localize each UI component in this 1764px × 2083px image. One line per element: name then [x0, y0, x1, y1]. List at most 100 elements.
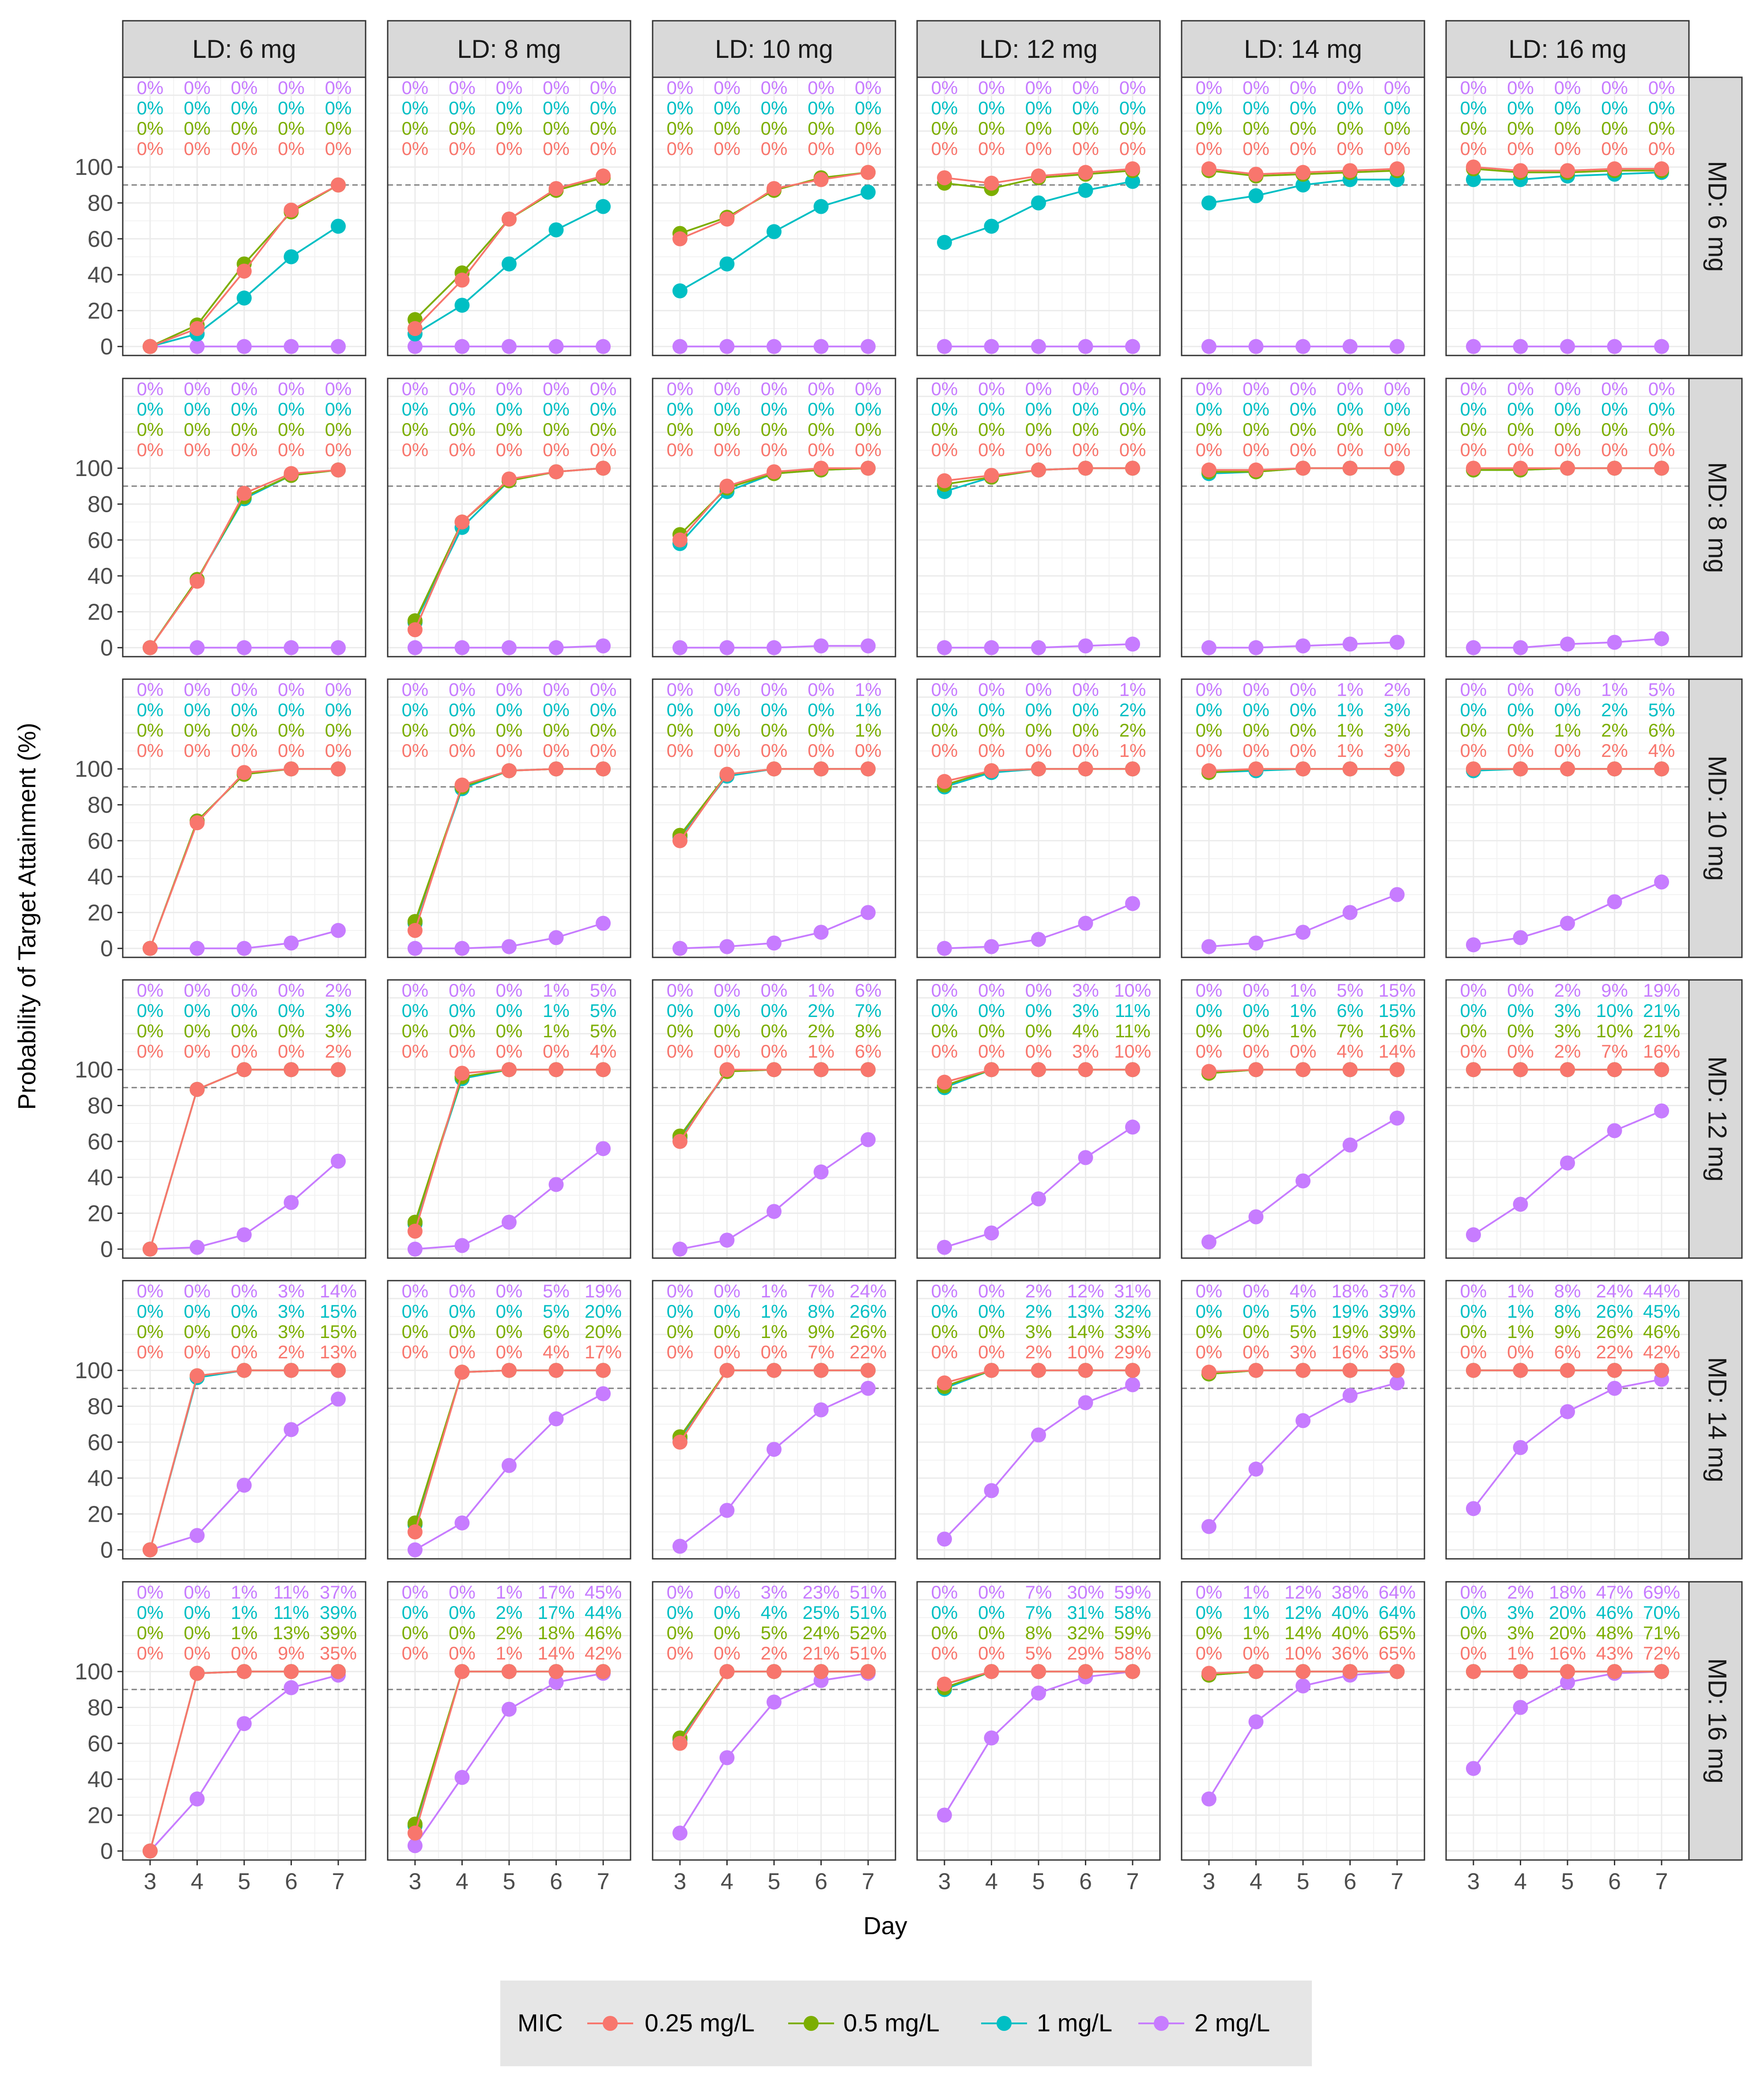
panel-border: [1445, 378, 1690, 658]
panel-border: [1445, 76, 1690, 356]
percent-label: 0%: [184, 1000, 211, 1021]
percent-label: 2%: [1554, 980, 1581, 1001]
percent-label: 7%: [855, 1000, 882, 1021]
data-point: [1466, 640, 1481, 655]
percent-label: 0%: [184, 1021, 211, 1041]
percent-label: 0%: [1507, 679, 1534, 700]
percent-label: 0%: [978, 1021, 1005, 1041]
percent-label: 0%: [543, 77, 570, 98]
percent-label: 0%: [1025, 399, 1052, 420]
percent-label: 0%: [402, 1643, 429, 1663]
panel-border: [652, 678, 896, 958]
data-point: [1654, 1062, 1670, 1077]
percent-label: 0%: [1290, 740, 1317, 761]
data-point: [1654, 339, 1670, 354]
data-point: [1607, 1664, 1622, 1679]
percent-label: 1%: [1290, 980, 1317, 1001]
panel: 0% 0% 7% 30% 59%0% 0% 7% 31% 58%0% 0% 8% 32% 59%0% 0%…: [916, 1581, 1161, 1861]
x-tick-label: 6: [1608, 1869, 1621, 1894]
percent-label: 0%: [184, 1041, 211, 1062]
percent-label: 0%: [402, 1321, 429, 1342]
percent-label: 0%: [1196, 1342, 1223, 1362]
data-point: [548, 1664, 564, 1679]
percent-label: 0%: [1507, 1342, 1534, 1362]
strip-background: [1688, 1581, 1743, 1861]
percent-label: 0%: [231, 699, 258, 720]
data-point: [596, 1363, 611, 1378]
y-tick-label: 80: [87, 1695, 113, 1721]
legend-item-4: 2 mg/L: [1138, 2009, 1270, 2037]
data-point: [1466, 761, 1481, 777]
percent-label: 0%: [1384, 439, 1411, 460]
percent-label: 26%: [1596, 1321, 1633, 1342]
percent-label: 59%: [1114, 1622, 1151, 1643]
data-point: [454, 339, 470, 354]
data-point: [719, 1363, 735, 1378]
data-point: [1390, 1375, 1405, 1391]
percent-label: 0%: [978, 1000, 1005, 1021]
data-point: [1342, 461, 1358, 476]
x-axis-title: Day: [863, 1912, 907, 1939]
percent-label: 32%: [1067, 1622, 1104, 1643]
data-point: [1125, 1377, 1141, 1392]
percent-label: 16%: [1379, 1021, 1416, 1041]
percent-label: 38%: [1331, 1582, 1368, 1603]
percent-label: 0%: [1119, 439, 1146, 460]
data-point: [407, 1224, 423, 1239]
percent-label: 0%: [449, 699, 476, 720]
percent-label: 0%: [761, 740, 788, 761]
strip-background: [652, 20, 896, 78]
percent-label: 0%: [1554, 378, 1581, 399]
percent-label: 1%: [808, 980, 835, 1001]
panel: 0% 0% 0% 3% 10%0% 0% 0% 3% 11%0% 0% 0% 4% 11%0% 0% 0% 3…: [916, 979, 1161, 1259]
data-point: [1560, 1404, 1575, 1419]
percent-label: 0%: [1460, 1301, 1487, 1322]
percent-label: 0%: [137, 138, 164, 159]
percent-label: 0%: [1243, 98, 1269, 118]
percent-label: 0%: [1119, 399, 1146, 420]
data-point: [1390, 887, 1405, 902]
percent-label: 0%: [1384, 399, 1411, 420]
percent-label: 0%: [1196, 1321, 1223, 1342]
percent-label: 42%: [585, 1643, 622, 1663]
percent-label: 6%: [543, 1321, 570, 1342]
percent-label: 0%: [590, 679, 617, 700]
data-point: [1513, 163, 1528, 178]
data-point: [1654, 1103, 1670, 1119]
percent-label: 0%: [808, 378, 835, 399]
percent-label: 0%: [978, 1643, 1005, 1663]
percent-label: 0%: [931, 1602, 958, 1623]
data-point: [767, 224, 782, 239]
data-point: [861, 905, 876, 920]
percent-label: 0%: [278, 399, 305, 420]
percent-label: 0%: [1025, 378, 1052, 399]
y-tick-label: 20: [87, 1501, 113, 1527]
percent-label: 0%: [1243, 1000, 1269, 1021]
x-tick-label: 5: [238, 1869, 251, 1894]
percent-label: 0%: [1460, 399, 1487, 420]
data-point: [237, 1062, 252, 1077]
data-point: [1078, 1395, 1093, 1410]
data-point: [1654, 761, 1670, 777]
data-point: [237, 941, 252, 956]
percent-label: 0%: [402, 138, 429, 159]
percent-label: 0%: [667, 419, 694, 440]
data-point: [596, 761, 611, 777]
percent-label: 0%: [1460, 98, 1487, 118]
percent-label: 0%: [931, 699, 958, 720]
data-point: [719, 1062, 735, 1077]
data-point: [331, 339, 346, 354]
percent-label: 0%: [1119, 118, 1146, 139]
y-tick-label: 80: [87, 492, 113, 518]
percent-label: 33%: [1114, 1321, 1151, 1342]
percent-label: 0%: [855, 439, 882, 460]
percent-label: 0%: [137, 679, 164, 700]
data-point: [1201, 1666, 1216, 1681]
column-strip: LD: 16 mg: [1445, 20, 1690, 78]
percent-label: 0%: [761, 1021, 788, 1041]
percent-label: 0%: [667, 740, 694, 761]
percent-label: 0%: [1554, 439, 1581, 460]
percent-label: 0%: [978, 118, 1005, 139]
data-point: [1390, 1110, 1405, 1126]
y-tick-label: 60: [87, 227, 113, 252]
